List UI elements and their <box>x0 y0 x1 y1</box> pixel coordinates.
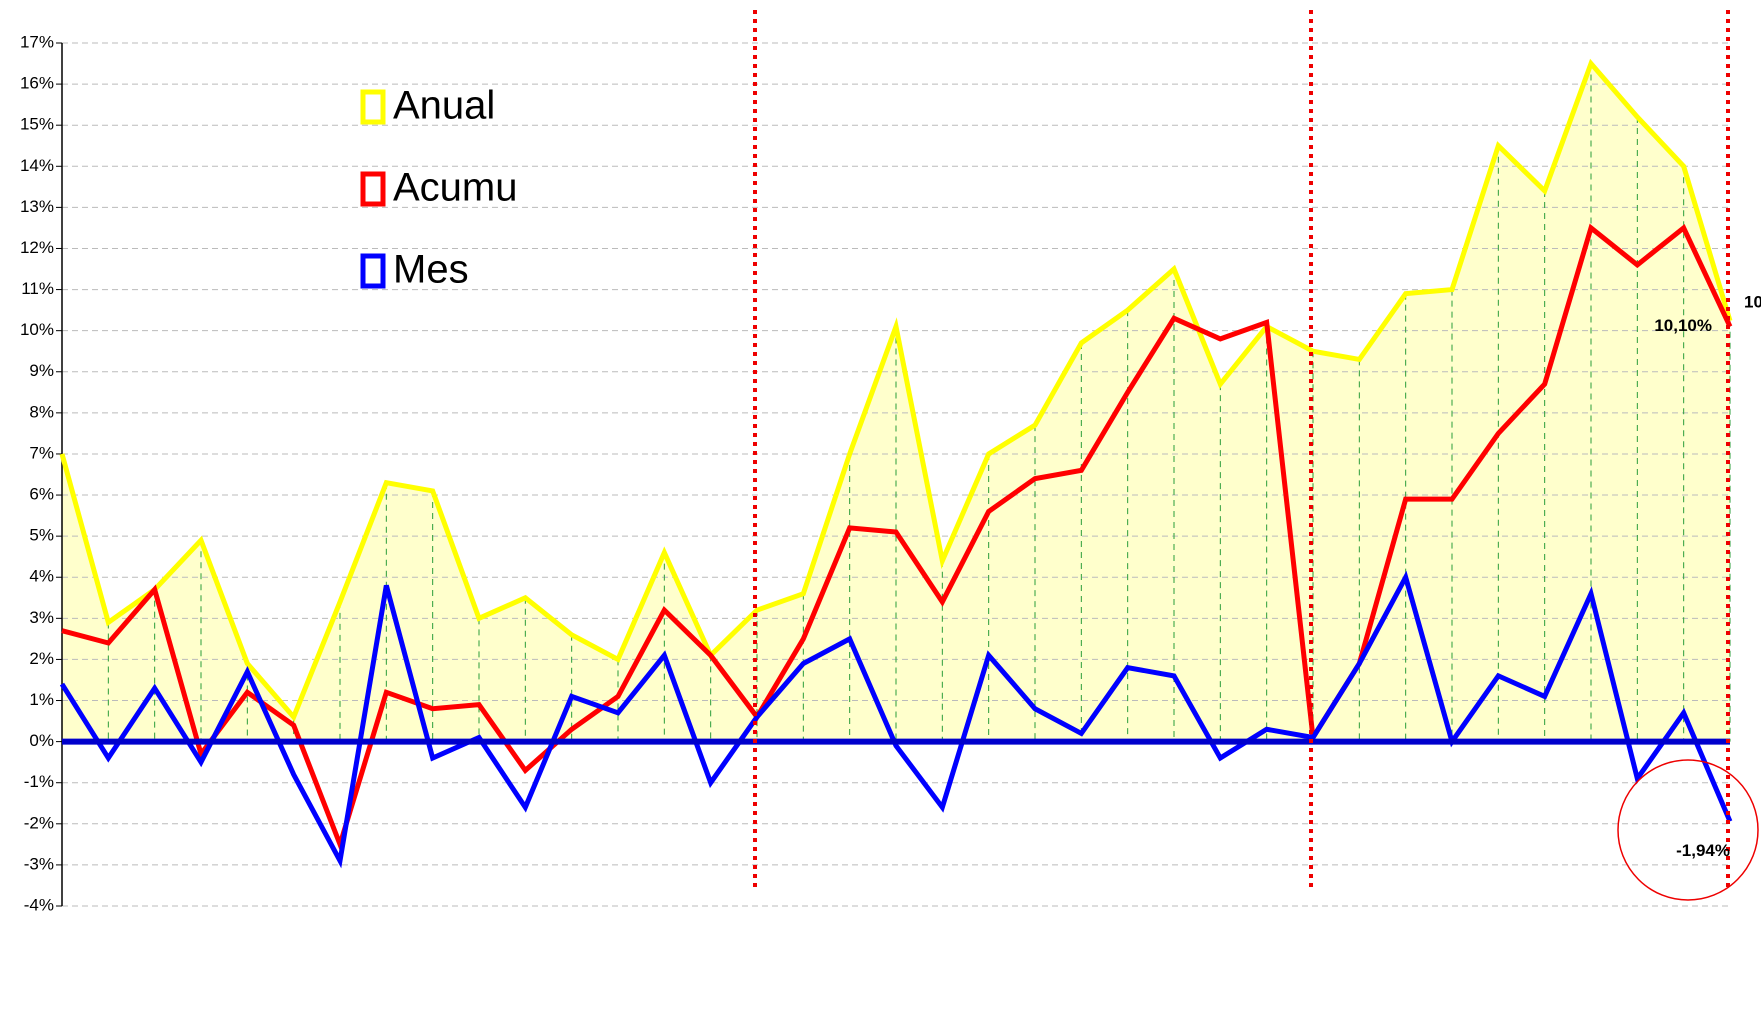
line <box>61 223 1733 852</box>
highlight-circle <box>1617 759 1759 901</box>
y-tick-label: -3% <box>24 854 54 873</box>
y-tick-label: 0% <box>29 731 54 750</box>
legend-label: Anual <box>393 84 495 128</box>
y-tick-label: 9% <box>29 361 54 380</box>
legend-swatch <box>360 253 386 289</box>
value-label: 10,24% <box>1744 292 1761 311</box>
y-tick-label: 2% <box>29 649 54 668</box>
y-tick-label: 5% <box>29 526 54 545</box>
line <box>59 58 1733 722</box>
y-tick-label: 6% <box>29 485 54 504</box>
y-tick-label: 12% <box>20 238 54 257</box>
y-tick-label: 4% <box>29 567 54 586</box>
legend-label: Mes <box>393 248 469 292</box>
y-tick-label: 13% <box>20 197 54 216</box>
y-tick-label: 11% <box>21 279 54 298</box>
legend-swatch <box>360 89 386 125</box>
y-tick-label: 14% <box>20 156 54 175</box>
y-tick-label: 16% <box>20 74 54 93</box>
value-label: 10,10% <box>1654 316 1712 335</box>
legend-swatch <box>360 171 386 207</box>
y-tick-label: 3% <box>29 608 54 627</box>
value-label: -1,94% <box>1676 841 1730 860</box>
y-tick-label: -4% <box>24 895 54 914</box>
y-tick-label: 1% <box>29 690 54 709</box>
legend-label: Acumu <box>393 166 518 210</box>
y-tick-label: 7% <box>29 443 54 462</box>
y-tick-label: -1% <box>24 772 54 791</box>
y-tick-label: -2% <box>24 813 54 832</box>
y-tick-label: 15% <box>20 115 54 134</box>
y-tick-label: 8% <box>29 402 54 421</box>
y-tick-label: 17% <box>20 32 54 51</box>
y-tick-label: 10% <box>20 320 54 339</box>
